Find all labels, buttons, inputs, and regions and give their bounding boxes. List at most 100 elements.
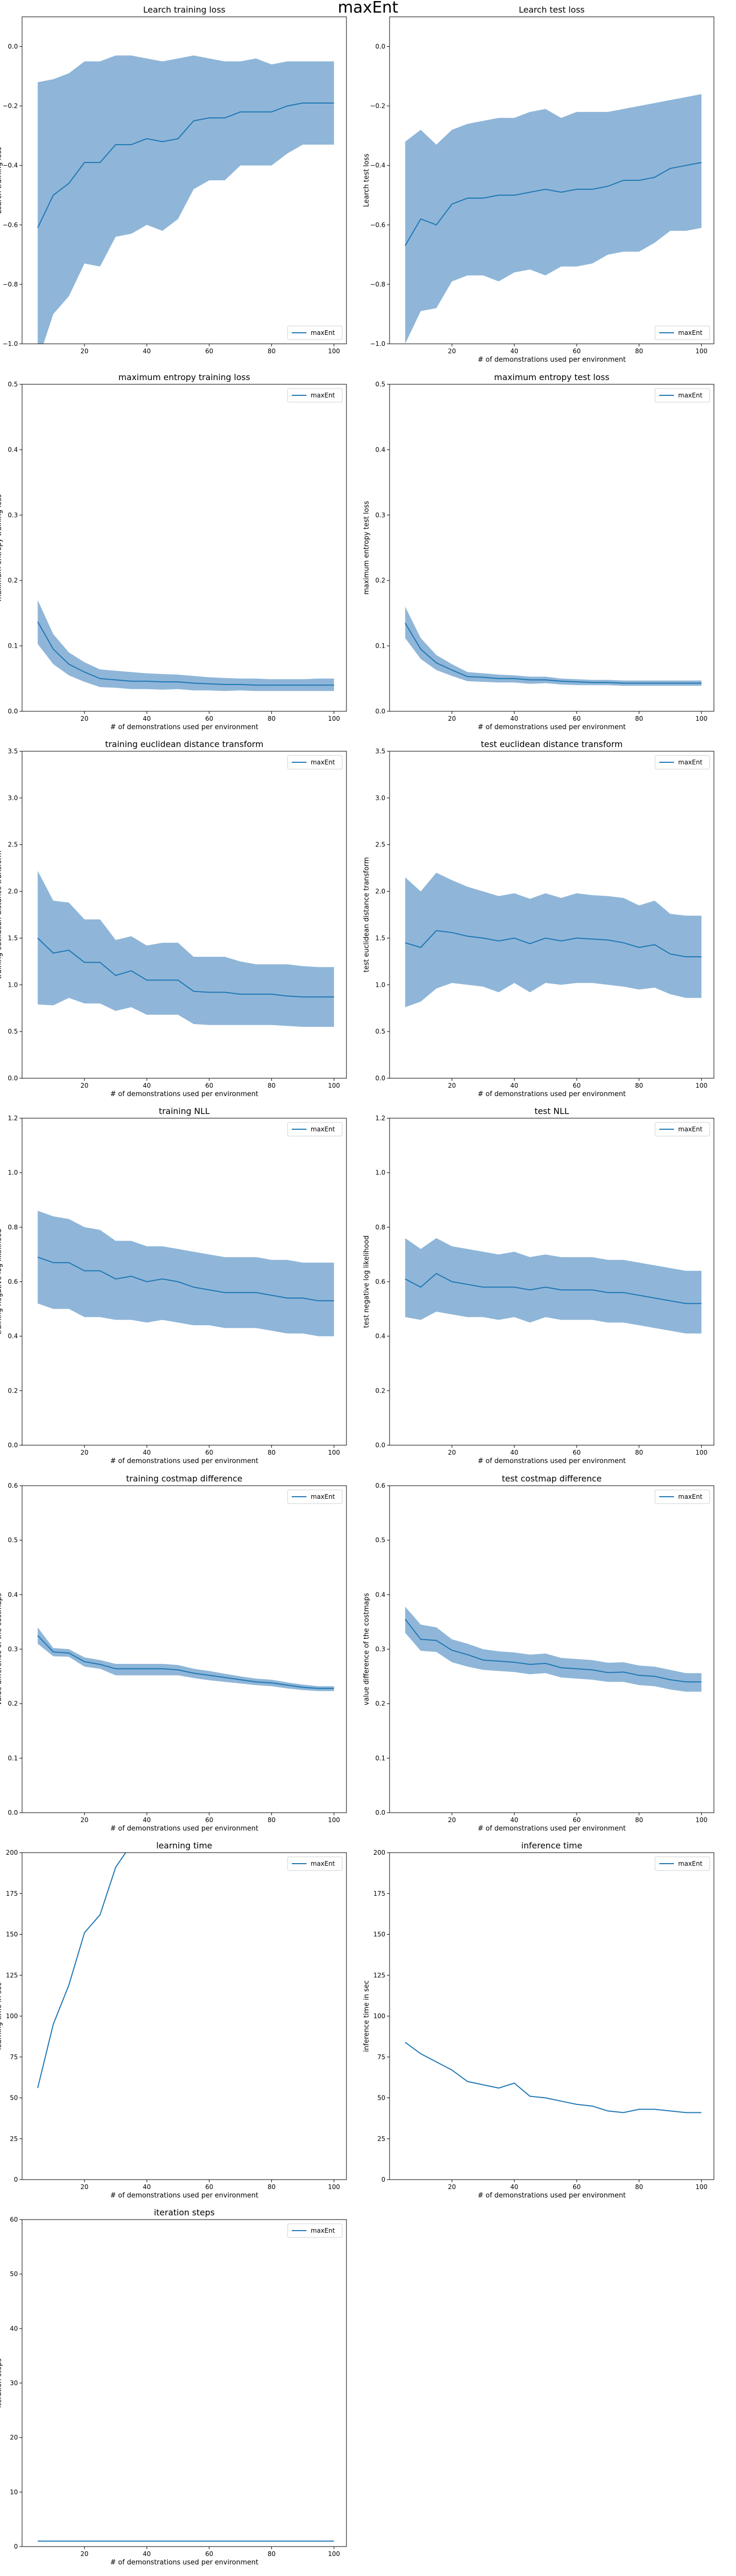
- y-tick-label: 0.2: [375, 1700, 385, 1708]
- y-tick-label: 0.1: [8, 1754, 18, 1762]
- legend-entry: maxEnt: [311, 2227, 335, 2234]
- legend: maxEnt: [287, 1122, 343, 1137]
- x-axis-label: # of demonstrations used per environment: [478, 2192, 626, 2200]
- y-tick-label: 150: [373, 1931, 385, 1938]
- legend: maxEnt: [287, 388, 343, 403]
- series-line-maxent: [404, 1619, 702, 1683]
- chart-panel-3: 20 40 60 80 100 0.0 0.1 0.2 0.3 0.4 0.5 maximum ent…: [363, 372, 714, 731]
- x-tick-label: 20: [448, 1082, 456, 1089]
- x-tick-label: 40: [143, 1082, 151, 1089]
- x-tick-label: 80: [635, 1816, 643, 1824]
- y-tick-label: 200: [373, 1849, 385, 1856]
- y-tick-label: 75: [377, 2053, 385, 2061]
- chart-title: learning time: [156, 1841, 212, 1851]
- x-tick-label: 60: [573, 1816, 580, 1824]
- x-tick-label: 80: [635, 1449, 643, 1456]
- y-axis-label: learning time in sec: [0, 1982, 3, 2050]
- x-tick-label: 100: [328, 2550, 340, 2558]
- std-band: [37, 55, 334, 344]
- x-tick-label: 80: [635, 715, 643, 722]
- x-tick-label: 20: [448, 347, 456, 355]
- legend: maxEnt: [655, 1856, 710, 1871]
- y-tick-label: 0.0: [8, 1809, 18, 1816]
- x-tick-label: 40: [143, 715, 151, 722]
- x-axis-label: # of demonstrations used per environment: [478, 723, 626, 731]
- y-tick-label: 1.0: [8, 1169, 18, 1177]
- chart-panel-5: 20 40 60 80 100 0.0 0.5 1.0 1.5 2.0 2.5 3.0 3.5 test …: [363, 739, 714, 1098]
- x-tick-label: 80: [268, 2550, 275, 2558]
- y-tick-label: 1.5: [375, 934, 385, 942]
- y-tick-label: 0.2: [375, 577, 385, 584]
- y-tick-label: 0.5: [375, 1028, 385, 1035]
- y-tick-label: 125: [6, 1971, 18, 1979]
- x-tick-label: 60: [205, 2183, 213, 2191]
- x-tick-label: 100: [696, 347, 708, 355]
- y-tick-label: 0.2: [8, 577, 18, 584]
- axes-frame: [22, 751, 347, 1079]
- y-tick-label: 0.8: [8, 1223, 18, 1231]
- y-tick-label: 25: [10, 2135, 18, 2142]
- x-tick-label: 100: [696, 2183, 708, 2191]
- x-tick-label: 40: [510, 347, 518, 355]
- legend-box: [655, 388, 710, 403]
- y-tick-label: 200: [6, 1849, 18, 1856]
- legend-entry: maxEnt: [678, 1493, 702, 1500]
- x-tick-label: 100: [328, 347, 340, 355]
- y-tick-label: 0.6: [375, 1482, 385, 1489]
- legend: maxEnt: [655, 755, 710, 770]
- axes-frame: [22, 384, 347, 712]
- legend: maxEnt: [287, 325, 343, 340]
- y-tick-label: 0.4: [8, 446, 18, 453]
- axes-frame: [22, 1485, 347, 1813]
- legend-entry: maxEnt: [678, 392, 702, 399]
- y-tick-label: 40: [10, 2325, 18, 2332]
- x-tick-label: 60: [205, 715, 213, 722]
- x-axis-label: # of demonstrations used per environment: [478, 1825, 626, 1833]
- x-tick-label: 100: [696, 715, 708, 722]
- legend-box: [655, 1856, 710, 1871]
- legend: maxEnt: [655, 1489, 710, 1504]
- y-tick-label: −0.2: [3, 103, 18, 110]
- y-tick-label: 0.2: [8, 1700, 18, 1708]
- y-tick-label: 0: [381, 2176, 385, 2183]
- y-tick-label: 0: [14, 2543, 18, 2550]
- chart-title: maximum entropy training loss: [118, 372, 250, 382]
- y-tick-label: 0: [14, 2176, 18, 2183]
- x-tick-label: 40: [143, 347, 151, 355]
- x-tick-label: 20: [448, 1449, 456, 1456]
- chart-title: Learch training loss: [143, 5, 226, 15]
- legend-entry: maxEnt: [311, 1493, 335, 1500]
- y-tick-label: 1.2: [8, 1115, 18, 1122]
- x-tick-label: 60: [205, 1082, 213, 1089]
- legend-entry: maxEnt: [311, 759, 335, 766]
- chart-panel-1: 20 40 60 80 100 −1.0 −0.8 −0.6 −0.4 −0.2 0.0 Learch…: [363, 5, 714, 364]
- std-band: [405, 94, 702, 344]
- x-tick-label: 40: [143, 1449, 151, 1456]
- axes-frame: [22, 16, 347, 344]
- x-tick-label: 100: [696, 1816, 708, 1824]
- x-tick-label: 20: [448, 1816, 456, 1824]
- legend-entry: maxEnt: [678, 1860, 702, 1867]
- x-tick-label: 60: [205, 1816, 213, 1824]
- x-tick-label: 20: [80, 715, 88, 722]
- y-tick-label: 0.4: [8, 1591, 18, 1598]
- chart-panel-6: 20 40 60 80 100 0.0 0.2 0.4 0.6 0.8 1.0 1.2 training…: [0, 1106, 347, 1465]
- legend: maxEnt: [655, 1122, 710, 1137]
- x-tick-label: 40: [510, 1082, 518, 1089]
- x-tick-label: 40: [510, 715, 518, 722]
- y-tick-label: 150: [6, 1931, 18, 1938]
- y-tick-label: −0.2: [370, 103, 385, 110]
- x-tick-label: 20: [80, 1449, 88, 1456]
- legend-entry: maxEnt: [678, 1126, 702, 1133]
- y-tick-label: −0.8: [370, 281, 385, 288]
- y-axis-label: value difference of the costmaps: [0, 1593, 3, 1705]
- x-tick-label: 40: [143, 2183, 151, 2191]
- legend-box: [287, 1856, 343, 1871]
- y-tick-label: 0.6: [375, 1278, 385, 1285]
- std-band: [37, 871, 334, 1027]
- chart-panel-12: 20 40 60 80 100 0 10 20 30 40 50 60 iteration steps #…: [0, 2207, 347, 2567]
- x-tick-label: 100: [696, 1449, 708, 1456]
- chart-title: inference time: [521, 1841, 582, 1851]
- y-tick-label: 0.2: [8, 1387, 18, 1394]
